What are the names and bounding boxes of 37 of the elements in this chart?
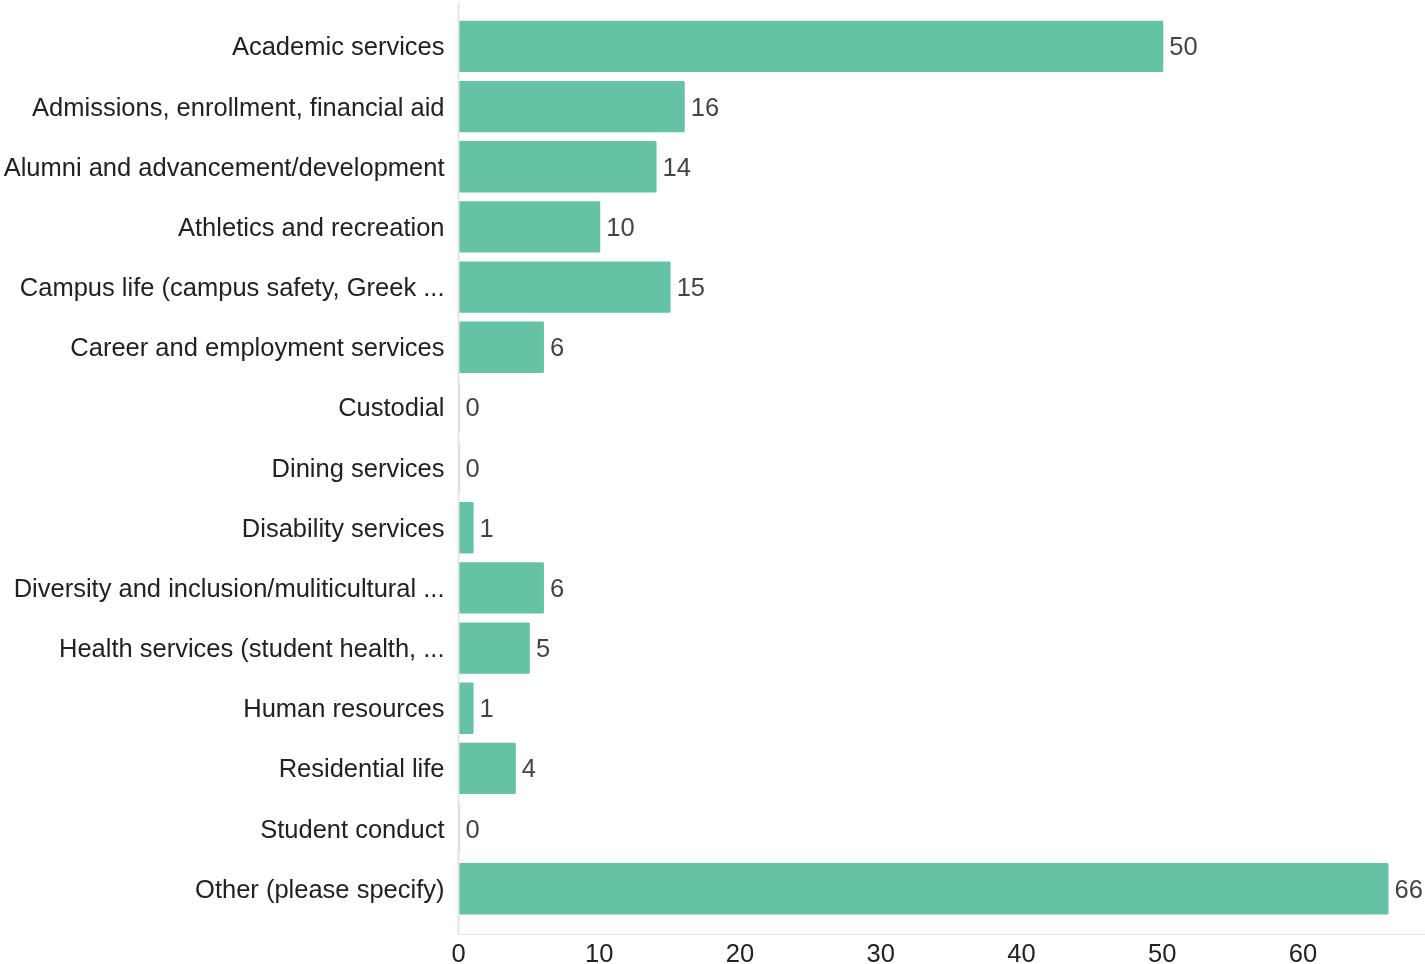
data-label: 4 <box>521 754 536 783</box>
x-tick-label: 40 <box>1007 938 1036 964</box>
data-label: 1 <box>479 513 494 542</box>
data-label: 66 <box>1394 874 1423 903</box>
x-tick-label: 0 <box>451 938 466 964</box>
data-label: 10 <box>606 212 635 241</box>
y-tick-label: Academic services <box>231 32 445 61</box>
data-label: 50 <box>1169 32 1198 61</box>
x-tick-label: 10 <box>585 938 614 964</box>
data-label: 1 <box>479 694 494 723</box>
y-tick-label: Athletics and recreation <box>178 212 445 241</box>
x-tick-label: 60 <box>1288 938 1318 964</box>
data-label: 14 <box>662 152 691 181</box>
y-tick-label: Student conduct <box>260 814 445 843</box>
y-tick-label: Campus life (campus safety, Greek ... <box>19 273 445 302</box>
y-tick-label: Career and employment services <box>70 333 445 362</box>
y-tick-label: Alumni and advancement/development <box>3 152 445 181</box>
data-label: 0 <box>465 814 480 843</box>
y-tick-label: Residential life <box>278 754 445 783</box>
x-tick-label: 20 <box>725 938 755 964</box>
data-label: 16 <box>690 92 720 121</box>
data-label: 6 <box>549 573 565 602</box>
data-label: 0 <box>465 453 480 482</box>
y-tick-label: Dining services <box>271 453 445 482</box>
y-tick-label: Health services (student health, ... <box>58 634 445 663</box>
x-tick-label: 50 <box>1148 938 1177 964</box>
y-tick-label: Other (please specify) <box>195 874 445 903</box>
data-label: 6 <box>549 333 565 362</box>
x-tick-label: 30 <box>866 938 895 964</box>
y-tick-label: Admissions, enrollment, financial aid <box>32 92 445 121</box>
y-tick-label: Diversity and inclusion/muliticultural ... <box>13 573 445 602</box>
data-label: 0 <box>465 393 480 422</box>
y-tick-label: Disability services <box>241 513 445 542</box>
y-tick-label: Human resources <box>243 694 445 723</box>
data-label: 5 <box>535 634 551 663</box>
data-label: 15 <box>676 273 706 302</box>
y-tick-label: Custodial <box>338 393 445 422</box>
